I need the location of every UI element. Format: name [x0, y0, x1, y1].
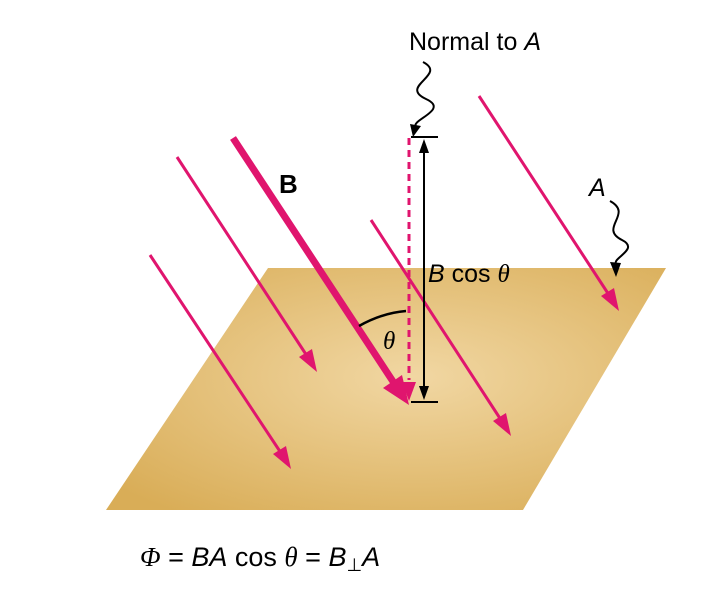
field-label: B	[279, 169, 298, 199]
normal-line	[402, 138, 416, 401]
normal-label: Normal to A	[409, 28, 541, 56]
angle-arc	[358, 309, 407, 328]
field-arrow	[477, 95, 619, 311]
flux-equation: Φ = BA cos θ = B⊥A	[140, 542, 380, 575]
field-arrows	[148, 95, 619, 469]
component-dimension	[411, 136, 438, 403]
field-arrow	[369, 219, 511, 436]
area-pointer	[609, 200, 630, 277]
field-arrow	[175, 156, 317, 372]
area-label: A	[587, 174, 606, 202]
angle-label: θ	[383, 328, 395, 355]
normal-pointer	[410, 61, 435, 137]
field-arrow	[148, 254, 291, 469]
component-label: B cos θ	[428, 260, 510, 288]
